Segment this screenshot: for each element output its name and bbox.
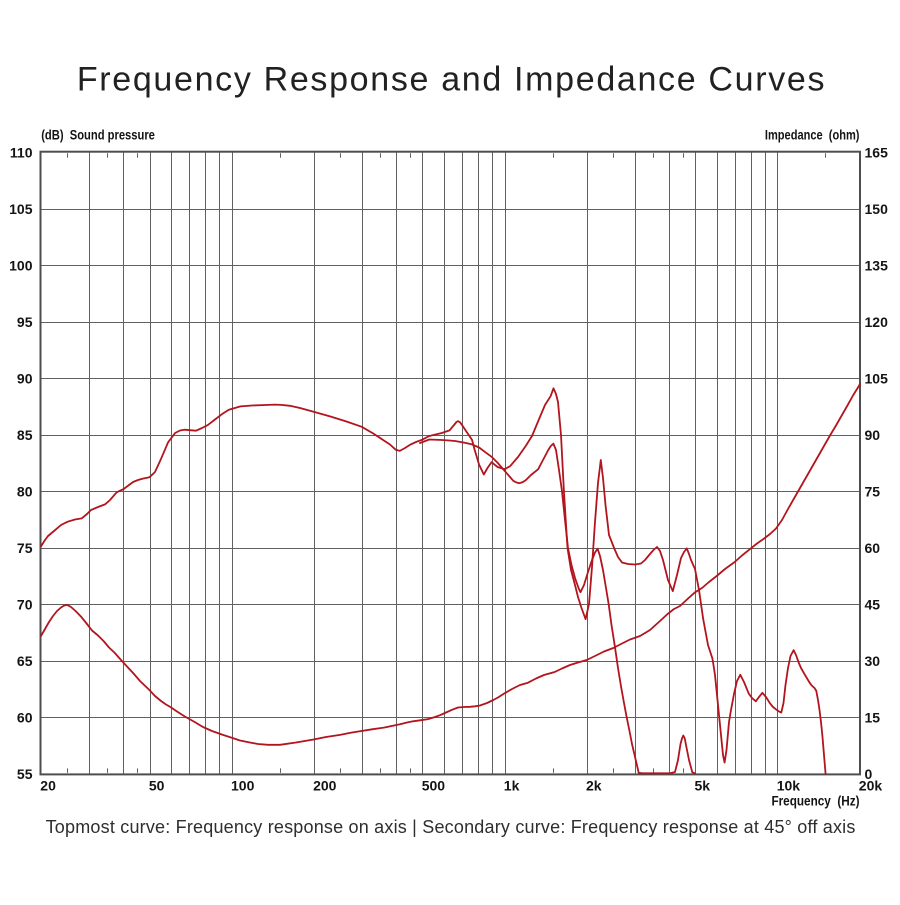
svg-text:165: 165 bbox=[865, 144, 889, 160]
svg-text:Topmost curve: Frequency respo: Topmost curve: Frequency response on axi… bbox=[46, 817, 856, 837]
svg-text:75: 75 bbox=[865, 483, 881, 499]
svg-text:55: 55 bbox=[17, 766, 33, 782]
svg-text:105: 105 bbox=[9, 201, 33, 217]
svg-text:10k: 10k bbox=[777, 777, 801, 793]
svg-text:200: 200 bbox=[313, 777, 337, 793]
svg-text:30: 30 bbox=[865, 653, 881, 669]
svg-text:20k: 20k bbox=[859, 777, 883, 793]
svg-text:120: 120 bbox=[865, 314, 889, 330]
svg-text:(dB) Sound pressure: (dB) Sound pressure bbox=[41, 127, 155, 142]
svg-text:75: 75 bbox=[17, 540, 33, 556]
svg-text:135: 135 bbox=[865, 257, 889, 273]
svg-text:Frequency Response and Impedan: Frequency Response and Impedance Curves bbox=[77, 61, 826, 99]
svg-text:50: 50 bbox=[149, 777, 165, 793]
svg-text:150: 150 bbox=[865, 201, 889, 217]
svg-text:1k: 1k bbox=[504, 777, 520, 793]
svg-text:45: 45 bbox=[865, 596, 881, 612]
svg-text:60: 60 bbox=[865, 540, 881, 556]
svg-text:60: 60 bbox=[17, 710, 33, 726]
svg-text:65: 65 bbox=[17, 653, 33, 669]
svg-text:90: 90 bbox=[865, 427, 881, 443]
svg-text:100: 100 bbox=[231, 777, 255, 793]
svg-text:100: 100 bbox=[9, 257, 33, 273]
svg-text:2k: 2k bbox=[586, 777, 602, 793]
svg-text:20: 20 bbox=[40, 777, 56, 793]
svg-text:15: 15 bbox=[865, 710, 881, 726]
svg-text:Impedance (ohm): Impedance (ohm) bbox=[765, 127, 860, 143]
svg-text:70: 70 bbox=[17, 596, 33, 612]
svg-text:0: 0 bbox=[865, 766, 873, 782]
svg-text:500: 500 bbox=[422, 777, 446, 793]
svg-text:80: 80 bbox=[17, 483, 33, 499]
svg-text:90: 90 bbox=[17, 370, 33, 386]
svg-text:105: 105 bbox=[865, 370, 889, 386]
svg-text:85: 85 bbox=[17, 427, 33, 443]
svg-text:95: 95 bbox=[17, 314, 33, 330]
svg-text:Frequency (Hz): Frequency (Hz) bbox=[771, 793, 859, 809]
svg-text:110: 110 bbox=[10, 144, 33, 160]
svg-text:5k: 5k bbox=[695, 777, 711, 793]
